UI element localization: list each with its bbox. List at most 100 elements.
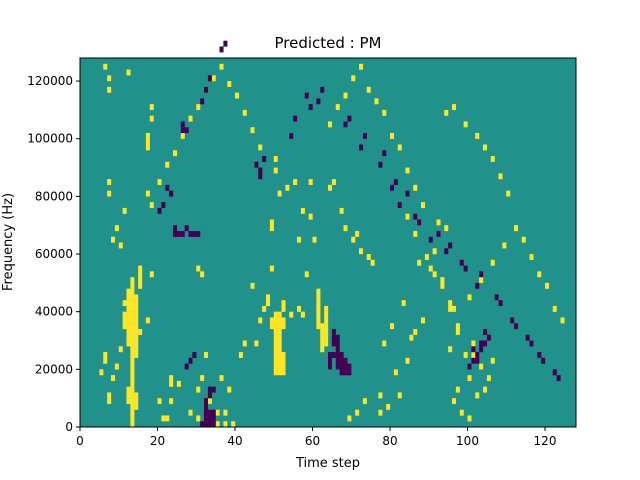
heatmap-cell-high: [413, 184, 418, 191]
heatmap-cell-low: [405, 190, 410, 197]
heatmap-cell-low: [328, 352, 333, 358]
heatmap-cell-high: [235, 92, 240, 99]
heatmap-cell-high: [130, 346, 135, 353]
heatmap-cell-high: [277, 357, 282, 364]
heatmap-cell-high: [448, 300, 453, 307]
heatmap-cell-low: [343, 369, 348, 376]
heatmap-cell-high: [111, 375, 116, 382]
heatmap-cell-high: [207, 398, 212, 405]
heatmap-cell-low: [525, 334, 530, 341]
heatmap-cell-high: [463, 352, 468, 358]
heatmap-cell-high: [328, 121, 333, 128]
heatmap-cell-low: [494, 294, 499, 301]
heatmap-cell-low: [413, 213, 418, 220]
heatmap-cell-low: [541, 357, 546, 364]
heatmap-cell-high: [401, 300, 406, 307]
heatmap-cell-low: [428, 236, 433, 243]
plot-frame: [79, 57, 577, 428]
heatmap-cell-high: [130, 369, 135, 376]
heatmap-cell-high: [417, 259, 422, 266]
heatmap-cell-high: [215, 421, 220, 428]
heatmap-cell-high: [126, 328, 131, 335]
heatmap-cell-low: [339, 363, 344, 370]
heatmap-cell-high: [258, 144, 263, 151]
heatmap-cell-low: [204, 421, 209, 428]
heatmap-cell-high: [126, 294, 131, 301]
heatmap-cell-high: [378, 409, 383, 416]
heatmap-cell-high: [277, 340, 282, 347]
heatmap-cell-low: [498, 300, 503, 307]
heatmap-cell-high: [134, 300, 139, 307]
heatmap-cell-low: [192, 230, 197, 237]
heatmap-cell-high: [134, 340, 139, 347]
heatmap-cell-high: [126, 340, 131, 347]
heatmap-cell-high: [273, 352, 278, 358]
heatmap-cell-high: [409, 334, 414, 341]
heatmap-cell-high: [277, 317, 282, 324]
heatmap-cell-low: [289, 132, 294, 139]
heatmap-cell-low: [200, 421, 205, 428]
heatmap-cell-low: [184, 127, 189, 134]
heatmap-cell-high: [138, 265, 143, 272]
heatmap-cell-high: [320, 334, 325, 341]
heatmap-cell-high: [262, 305, 267, 312]
heatmap-cell-high: [134, 398, 139, 405]
heatmap-cell-high: [130, 352, 135, 358]
heatmap-cell-high: [424, 254, 429, 260]
heatmap-cells: [99, 40, 565, 428]
heatmap-cell-high: [355, 409, 360, 416]
heatmap-cell-low: [192, 352, 197, 358]
heatmap-cell-high: [130, 294, 135, 301]
heatmap-cell-high: [227, 81, 232, 87]
heatmap-cell-high: [169, 375, 174, 382]
y-axis-label: Frequency (Hz): [1, 193, 16, 291]
heatmap-cell-low: [204, 86, 209, 93]
heatmap-cell-high: [316, 305, 321, 312]
heatmap-cell-low: [556, 375, 561, 382]
heatmap-cell-high: [277, 190, 282, 197]
heatmap-cell-high: [211, 75, 216, 82]
heatmap-cell-high: [277, 352, 282, 358]
y-axis-ticks: 0 20000 40000 60000 80000 100000 120000: [27, 74, 80, 434]
heatmap-cell-high: [552, 305, 557, 312]
heatmap-cell-high: [258, 317, 263, 324]
heatmap-cell-low: [331, 328, 336, 335]
heatmap-cell-high: [432, 271, 437, 278]
heatmap-cell-high: [145, 132, 150, 139]
heatmap-cell-high: [122, 207, 127, 214]
heatmap-cell-high: [397, 144, 402, 151]
heatmap-cell-high: [273, 340, 278, 347]
heatmap-cell-low: [293, 115, 298, 122]
heatmap-cell-low: [417, 219, 422, 226]
heatmap-cell-high: [126, 398, 131, 405]
heatmap-cell-high: [479, 363, 484, 370]
heatmap-cell-high: [359, 63, 364, 70]
heatmap-cell-high: [130, 305, 135, 312]
heatmap-cell-high: [386, 403, 391, 410]
heatmap-cell-high: [343, 225, 348, 232]
heatmap-cell-high: [366, 86, 371, 93]
heatmap-cell-low: [335, 340, 340, 347]
heatmap-cell-low: [444, 248, 449, 255]
heatmap-cell-low: [479, 340, 484, 347]
heatmap-cell-high: [452, 305, 457, 312]
heatmap-cell-high: [238, 352, 243, 358]
heatmap-cell-high: [250, 282, 255, 289]
heatmap-cell-high: [130, 380, 135, 387]
heatmap-cell-high: [180, 132, 185, 139]
heatmap-cell-high: [130, 340, 135, 347]
heatmap-cell-low: [331, 352, 336, 358]
heatmap-cell-high: [138, 277, 143, 284]
heatmap-cell-low: [262, 156, 267, 162]
heatmap-cell-high: [393, 369, 398, 376]
heatmap-cell-high: [149, 271, 154, 278]
heatmap-cell-high: [324, 311, 329, 318]
heatmap-cell-low: [335, 346, 340, 353]
heatmap-cell-high: [390, 132, 395, 139]
heatmap-cell-high: [293, 179, 298, 185]
heatmap-cell-high: [452, 398, 457, 405]
heatmap-cell-high: [370, 259, 375, 266]
heatmap-cell-low: [188, 230, 193, 237]
heatmap-cell-high: [130, 392, 135, 399]
heatmap-cell-high: [397, 392, 402, 399]
